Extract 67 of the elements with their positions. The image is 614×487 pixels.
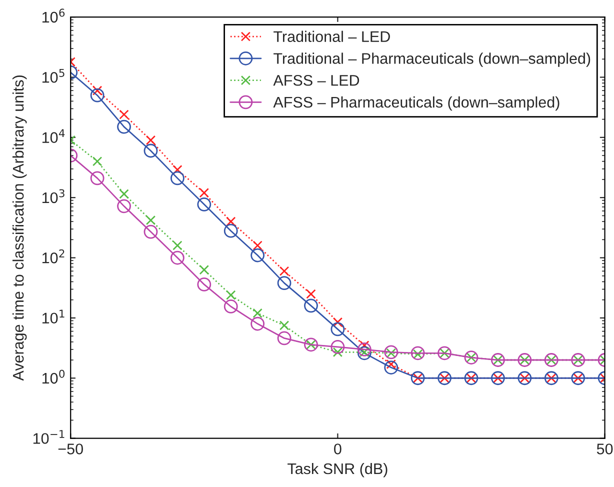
point [119,110,129,120]
point [144,144,158,158]
point [146,135,156,146]
point [250,248,265,262]
legend-label: Traditional – Pharmaceuticals (down–sampled) [274,52,590,67]
y-axis-title: Average time to classification (Arbitrary units) [12,75,27,381]
legend-label: AFSS – Pharmaceuticals (down–sampled) [273,96,560,111]
point [384,360,398,374]
point [90,88,104,102]
point [92,156,102,166]
point [410,371,425,386]
y-tick-label: 10$^{−1}$ [33,430,64,444]
point [199,188,210,198]
point [119,189,129,199]
point [544,353,558,367]
legend-label: AFSS – LED [273,74,360,86]
point [250,316,265,331]
x-tick-label: 0 [334,444,342,454]
point [90,171,104,186]
point [146,215,156,226]
point [277,331,292,346]
point [491,371,505,386]
point [410,346,425,360]
point [571,371,586,386]
point [172,164,182,175]
y-tick-label: 10$^{0}$ [42,370,65,384]
y-tick-label: 10$^{4}$ [42,129,65,143]
point [438,371,452,386]
point [170,171,184,186]
point [330,340,345,354]
point [279,266,290,276]
point [518,371,532,386]
point [172,240,182,250]
point [279,320,290,330]
x-tick-label: 50 [596,444,613,454]
point [224,300,238,314]
point [332,317,343,328]
point [384,345,398,360]
point [197,278,212,292]
point [252,240,262,250]
point [277,276,292,290]
y-tick-label: 10$^{3}$ [42,189,64,204]
point [224,224,238,238]
point [144,224,158,239]
legend-label: Traditional – LED [274,30,390,42]
point [226,290,236,300]
x-axis-title: Task SNR (dB) [288,462,388,478]
point [571,353,586,367]
point [199,264,210,275]
x-tick-label: −50 [58,444,83,454]
point [226,216,236,226]
point [306,289,316,299]
point [357,346,372,360]
point [117,120,131,134]
point [197,197,212,212]
point [330,322,345,336]
y-tick-label: 10$^{2}$ [42,249,64,264]
point [357,342,372,356]
point [170,250,184,265]
point [304,298,318,313]
y-tick-label: 10$^{1}$ [42,310,64,324]
y-tick-label: 10$^{6}$ [42,8,65,23]
point [544,371,558,386]
point [117,199,131,214]
point [464,371,478,386]
point [252,308,262,318]
y-tick-label: 10$^{5}$ [42,69,64,83]
